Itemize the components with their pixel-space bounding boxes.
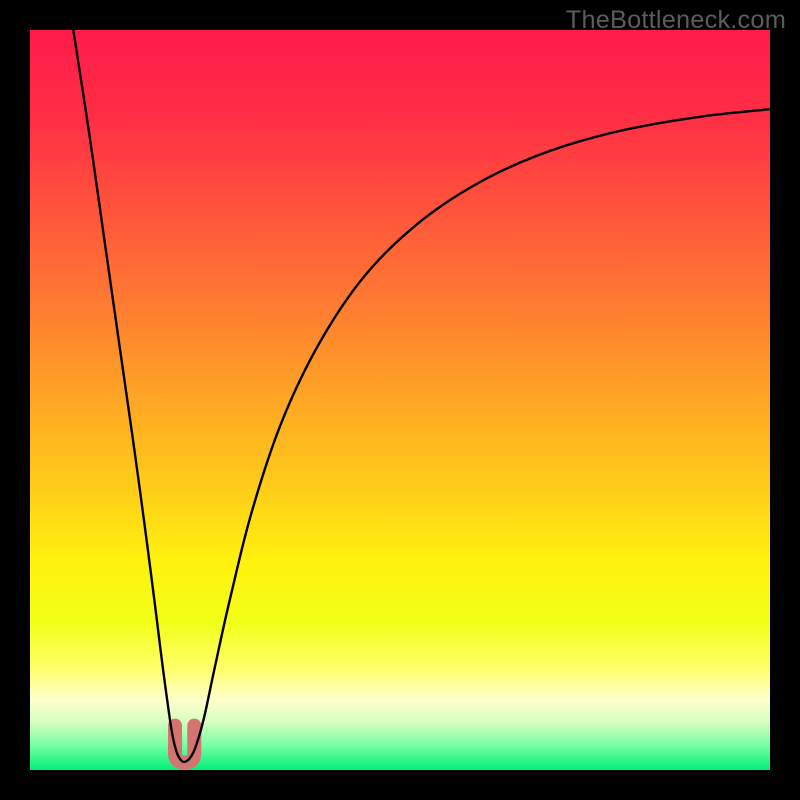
gradient-background: [30, 30, 770, 770]
bottleneck-chart: [0, 0, 800, 800]
chart-frame: TheBottleneck.com: [0, 0, 800, 800]
